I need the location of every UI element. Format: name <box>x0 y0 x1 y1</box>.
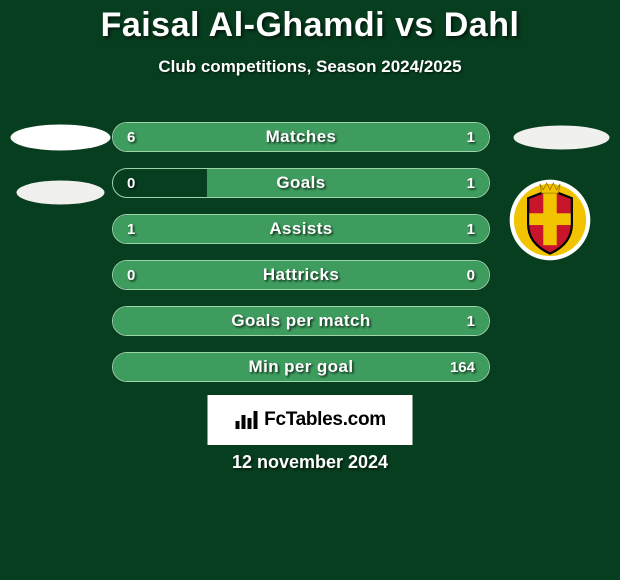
stat-right-value: 0 <box>467 261 475 289</box>
stat-fill <box>113 307 489 335</box>
stat-row-hattricks: 0 Hattricks 0 <box>112 260 490 290</box>
stat-row-assists: 1 Assists 1 <box>112 214 490 244</box>
stat-row-goals: 0 Goals 1 <box>112 168 490 198</box>
stat-row-mpg: Min per goal 164 <box>112 352 490 382</box>
date-text: 12 november 2024 <box>0 452 620 473</box>
stat-left-value: 0 <box>127 261 135 289</box>
stat-left-value: 1 <box>127 215 135 243</box>
stat-right-value: 164 <box>450 353 475 381</box>
stat-left-value: 6 <box>127 123 135 151</box>
stat-right-value: 1 <box>467 307 475 335</box>
player-right-badge-1 <box>509 115 614 160</box>
page-subtitle: Club competitions, Season 2024/2025 <box>0 57 620 77</box>
stat-left-value: 0 <box>127 169 135 197</box>
club-badge-icon <box>508 178 592 262</box>
fctables-watermark: FcTables.com <box>208 395 413 445</box>
player-left-badge-2 <box>8 170 113 215</box>
stat-fill <box>113 123 489 151</box>
stats-bar-group: 6 Matches 1 0 Goals 1 1 Assists 1 0 Hatt… <box>112 122 490 398</box>
stat-right-value: 1 <box>467 169 475 197</box>
page-title: Faisal Al-Ghamdi vs Dahl <box>0 0 620 45</box>
player-left-badge-1 <box>8 115 113 160</box>
stat-row-matches: 6 Matches 1 <box>112 122 490 152</box>
bars-icon <box>234 409 258 431</box>
stat-right-value: 1 <box>467 123 475 151</box>
stat-right-value: 1 <box>467 215 475 243</box>
stat-fill <box>207 169 489 197</box>
stat-fill <box>113 261 489 289</box>
stat-fill <box>113 215 489 243</box>
fctables-label: FcTables.com <box>264 409 386 431</box>
stat-fill <box>113 353 489 381</box>
stat-row-gpm: Goals per match 1 <box>112 306 490 336</box>
comparison-infographic: Faisal Al-Ghamdi vs Dahl Club competitio… <box>0 0 620 580</box>
